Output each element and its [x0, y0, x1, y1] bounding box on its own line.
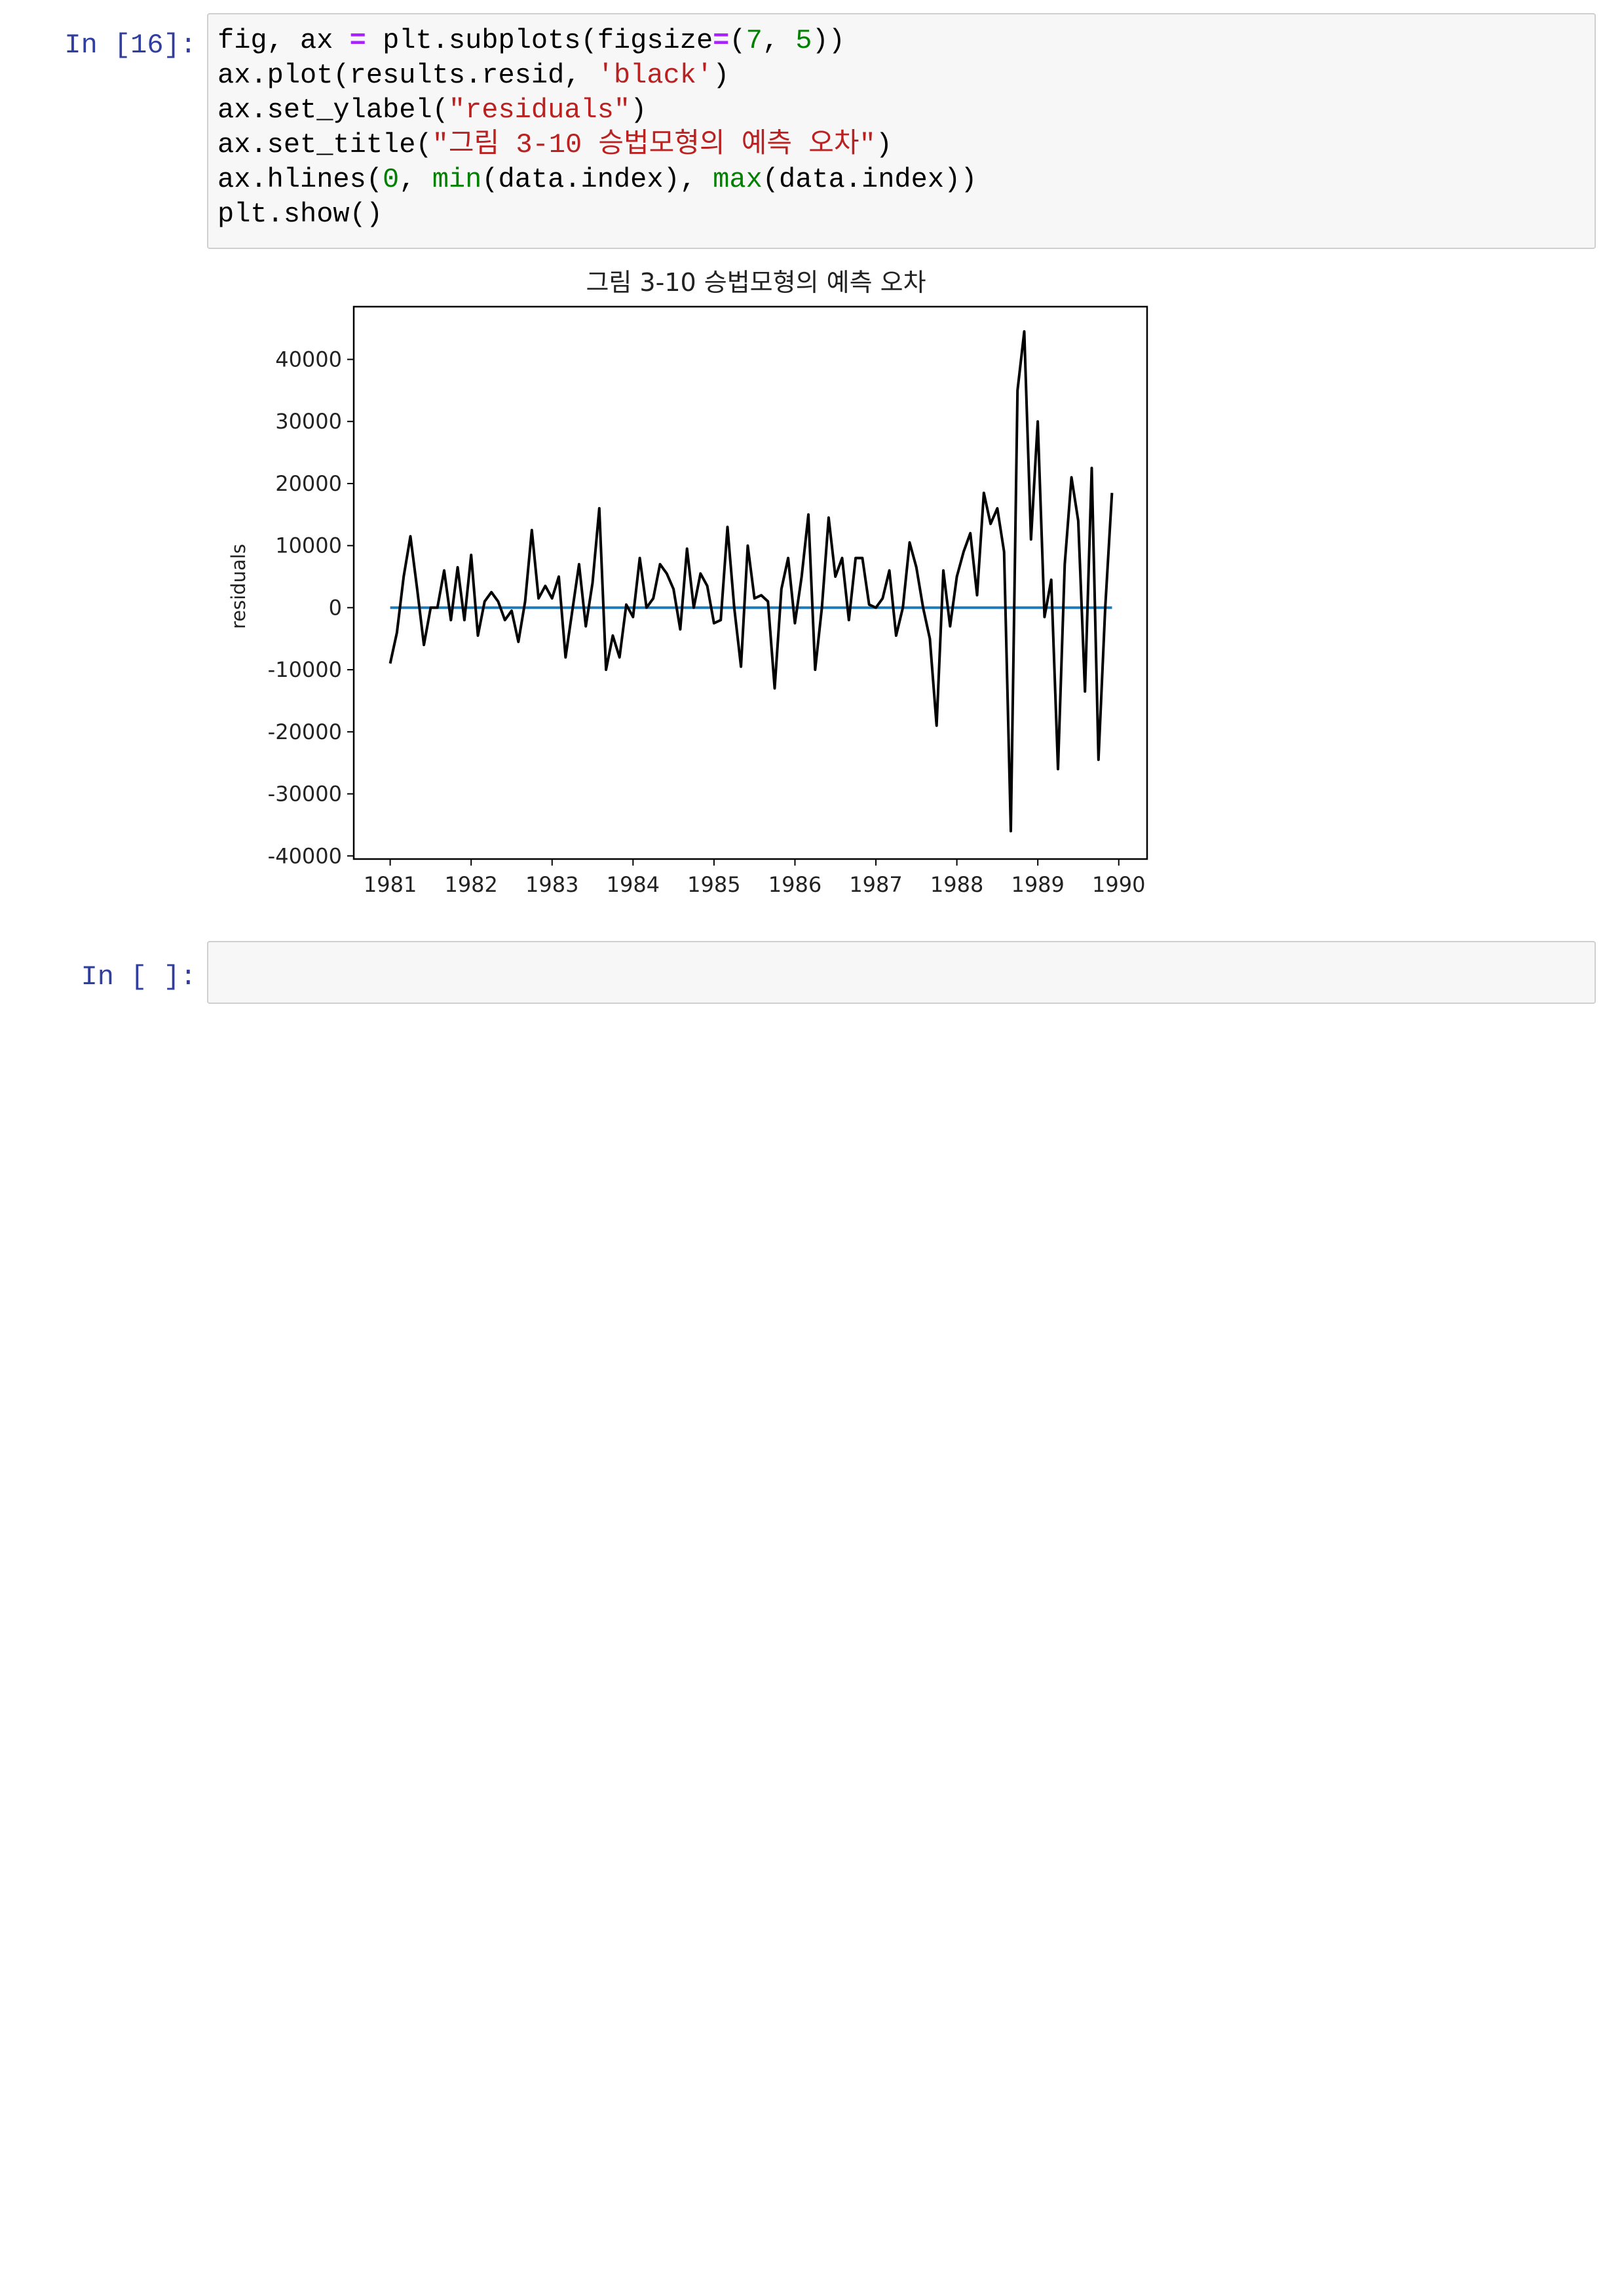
code-editor[interactable]: fig, ax = plt.subplots(figsize=(7, 5)) a…	[207, 13, 1596, 249]
code-token: max	[713, 164, 763, 195]
y-tick-label: 20000	[275, 471, 342, 496]
code-token: ax.plot(results.resid,	[217, 60, 597, 91]
code-token: 0	[383, 164, 400, 195]
code-token: )	[713, 60, 730, 91]
code-token: (data.index),	[482, 164, 713, 195]
code-token: ax.hlines(	[217, 164, 383, 195]
input-prompt-empty: In [ ]:	[81, 961, 197, 993]
x-tick-label: 1987	[849, 872, 902, 897]
x-tick-label: 1982	[444, 872, 497, 897]
x-tick-label: 1981	[364, 872, 417, 897]
code-line: ax.hlines(0, min(data.index), max(data.i…	[217, 164, 977, 195]
x-tick-label: 1985	[687, 872, 740, 897]
x-tick-label: 1986	[768, 872, 821, 897]
output-area: 그림 3-10 승법모형의 예측 오차 residuals -40000 -300…	[207, 256, 1203, 914]
code-text[interactable]: fig, ax = plt.subplots(figsize=(7, 5)) a…	[208, 14, 1595, 232]
code-token: 5	[795, 25, 812, 56]
code-token: "residuals"	[448, 94, 631, 126]
y-tick-label: -30000	[268, 782, 342, 807]
code-line: ax.set_ylabel("residuals")	[217, 94, 647, 126]
code-token: ax.set_title(	[217, 129, 432, 161]
empty-code-editor[interactable]	[207, 941, 1596, 1004]
code-token: min	[432, 164, 482, 195]
x-tick-label: 1983	[525, 872, 578, 897]
x-axis: 1981 1982 1983 1984 1985 1986 1987 1988 1989 1990	[364, 859, 1145, 897]
code-token: ,	[762, 25, 796, 56]
plot-area	[352, 305, 1148, 860]
code-token: ,	[399, 164, 432, 195]
code-token: 7	[746, 25, 763, 56]
code-token: =	[349, 25, 366, 56]
y-axis-label: residuals	[227, 544, 250, 629]
code-line: ax.set_title("그림 3-10 승법모형의 예측 오차")	[217, 129, 892, 161]
code-text-empty[interactable]	[208, 942, 1595, 951]
x-tick-label: 1990	[1092, 872, 1145, 897]
y-tick-label: -40000	[268, 843, 342, 868]
code-token: fig, ax	[217, 25, 350, 56]
code-token: "그림 3-10 승법모형의 예측 오차"	[432, 129, 876, 161]
residual-chart: 그림 3-10 승법모형의 예측 오차 residuals -40000 -300…	[227, 268, 1148, 897]
code-token: =	[713, 25, 730, 56]
code-token: plt.show()	[217, 199, 383, 230]
code-token: ))	[812, 25, 845, 56]
y-tick-label: 30000	[275, 409, 342, 434]
code-token: (data.index))	[762, 164, 977, 195]
code-line: ax.plot(results.resid, 'black')	[217, 60, 729, 91]
code-token: )	[630, 94, 647, 126]
code-line: fig, ax = plt.subplots(figsize=(7, 5))	[217, 25, 845, 56]
code-token: (	[729, 25, 746, 56]
input-prompt: In [16]:	[64, 29, 197, 61]
y-tick-label: -10000	[268, 657, 342, 682]
code-token: plt.subplots(figsize	[366, 25, 713, 56]
x-tick-label: 1988	[930, 872, 983, 897]
code-line: plt.show()	[217, 199, 383, 230]
code-token: ax.set_ylabel(	[217, 94, 449, 126]
x-tick-label: 1984	[607, 872, 660, 897]
y-axis: -40000 -30000 -20000 -10000 0 10000 20000 30000…	[268, 347, 354, 868]
y-tick-label: 0	[329, 595, 342, 620]
y-tick-label: 40000	[275, 347, 342, 372]
residual-series-line	[388, 330, 1114, 833]
chart-title: 그림 3-10 승법모형의 예측 오차	[586, 268, 926, 297]
y-tick-label: -20000	[268, 719, 342, 744]
y-tick-label: 10000	[275, 533, 342, 558]
x-tick-label: 1989	[1011, 872, 1064, 897]
code-token: )	[875, 129, 892, 161]
code-token: 'black'	[597, 60, 713, 91]
